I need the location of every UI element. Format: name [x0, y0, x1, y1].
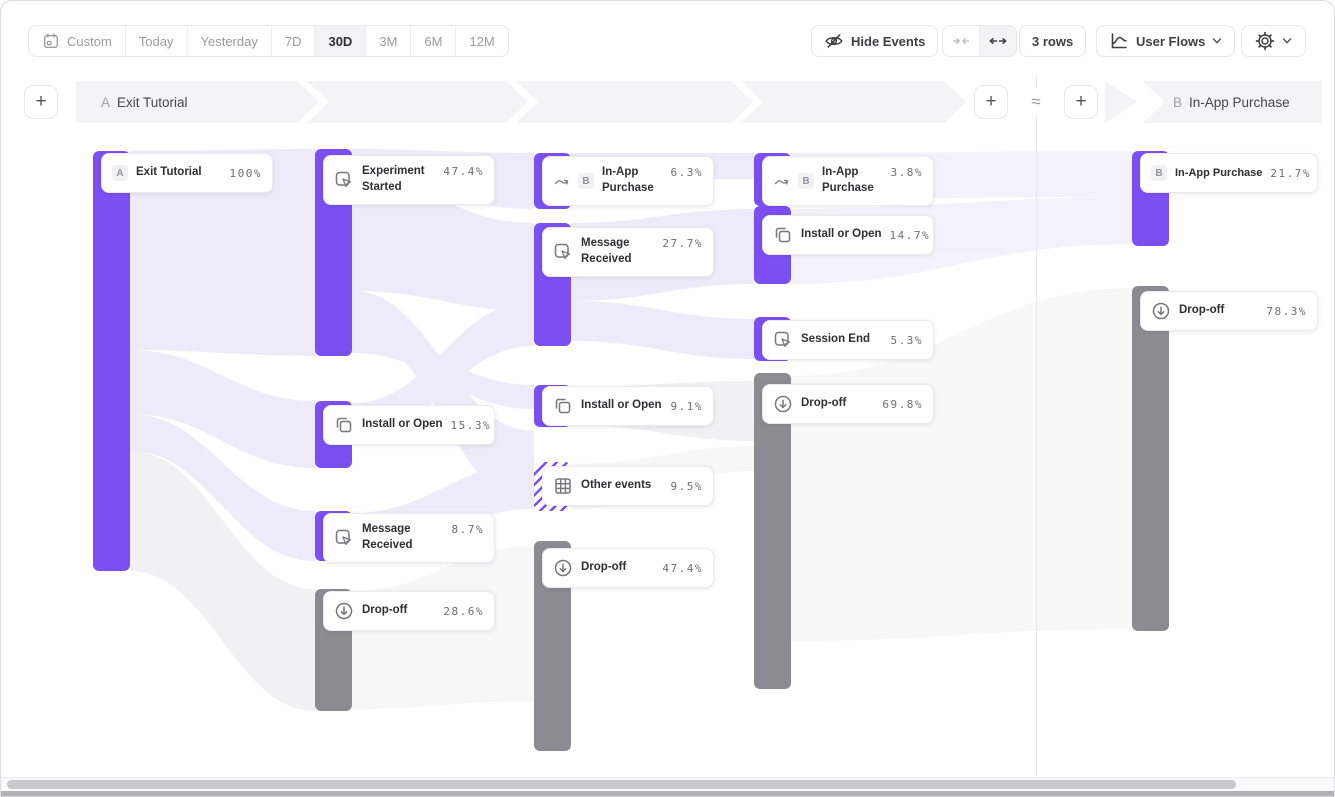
badge-b: B	[578, 173, 594, 189]
install-icon	[775, 227, 791, 243]
badge-a: A	[112, 165, 128, 181]
flow-node-drop-off[interactable]: Drop-off 28.6%	[323, 591, 495, 631]
drop-off-icon	[774, 395, 792, 413]
step-band-segment-4[interactable]	[741, 81, 966, 123]
flow-b-header: B In-App Purchase	[1173, 81, 1290, 123]
install-icon	[336, 417, 352, 433]
drop-off-icon	[1152, 302, 1170, 320]
flow-node-in-app-purchase-final[interactable]: B In-App Purchase 21.7%	[1140, 153, 1318, 193]
cursor-click-icon	[335, 529, 352, 546]
arrows-inward-icon	[953, 38, 969, 44]
calendar-icon	[43, 33, 59, 49]
rows-label: 3 rows	[1032, 33, 1074, 49]
date-range-12m[interactable]: 12M	[455, 26, 507, 56]
flow-node-install-or-open[interactable]: Install or Open 14.7%	[762, 215, 934, 255]
spacing-toggle	[942, 25, 1017, 57]
date-range-control: Custom Today Yesterday 7D 30D 3M 6M 12M	[28, 25, 509, 57]
install-icon	[555, 398, 571, 414]
step-band-segment-2[interactable]	[307, 81, 528, 123]
hide-events-button[interactable]: Hide Events	[811, 25, 939, 57]
add-step-before-button[interactable]: +	[24, 85, 58, 119]
drop-off-icon	[554, 559, 572, 577]
collapse-columns-button[interactable]	[943, 26, 979, 56]
flow-b-title: In-App Purchase	[1189, 94, 1290, 110]
flow-node-experiment-started[interactable]: Experiment Started 47.4%	[323, 155, 495, 205]
panel-divider	[1036, 76, 1037, 776]
flow-node-install-or-open[interactable]: Install or Open 15.3%	[323, 405, 495, 445]
flow-node-exit-tutorial[interactable]: A Exit Tutorial 100%	[101, 153, 273, 193]
date-range-7d[interactable]: 7D	[270, 26, 315, 56]
approx-icon: ≈	[1022, 88, 1050, 116]
view-selector-button[interactable]: User Flows	[1096, 25, 1236, 57]
date-range-today[interactable]: Today	[124, 26, 187, 56]
date-range-yesterday[interactable]: Yesterday	[186, 26, 271, 56]
flow-node-install-or-open[interactable]: Install or Open 9.1%	[542, 386, 714, 426]
settings-button[interactable]	[1241, 25, 1306, 57]
cursor-click-icon	[335, 171, 352, 188]
date-range-custom[interactable]: Custom	[29, 26, 125, 56]
cursor-click-icon	[554, 243, 571, 260]
step-band-segment-b[interactable]: B In-App Purchase	[1143, 81, 1322, 123]
step-band-segment-3[interactable]	[516, 81, 753, 123]
flow-node-drop-off-final[interactable]: Drop-off 78.3%	[1140, 291, 1318, 331]
horizontal-scrollbar-thumb[interactable]	[7, 780, 1236, 789]
flow-bar-drop-off[interactable]	[754, 373, 791, 689]
add-step-end-button[interactable]: +	[1064, 85, 1098, 119]
flow-node-message-received[interactable]: Message Received 27.7%	[542, 227, 714, 277]
flow-b-badge: B	[1173, 94, 1183, 110]
chevron-down-icon	[1213, 38, 1222, 44]
window-bottom-edge	[1, 791, 1334, 796]
cursor-click-icon	[774, 331, 791, 348]
flow-bar-drop-off-final[interactable]	[1132, 286, 1169, 631]
jump-icon	[554, 179, 569, 185]
flow-node-message-received[interactable]: Message Received 8.7%	[323, 513, 495, 563]
chevron-down-icon	[1282, 38, 1292, 44]
expand-columns-button[interactable]	[979, 26, 1016, 56]
flow-node-other-events[interactable]: Other events 9.5%	[542, 466, 714, 506]
view-selector-label: User Flows	[1136, 33, 1206, 49]
flow-a-title: Exit Tutorial	[117, 94, 188, 110]
date-range-6m[interactable]: 6M	[410, 26, 455, 56]
drop-off-icon	[335, 602, 353, 620]
rows-button[interactable]: 3 rows	[1019, 25, 1087, 57]
add-step-after-button[interactable]: +	[974, 85, 1008, 119]
flow-a-header: A Exit Tutorial	[101, 81, 188, 123]
flow-node-drop-off[interactable]: Drop-off 69.8%	[762, 384, 934, 424]
eye-off-icon	[825, 34, 843, 48]
date-range-3m[interactable]: 3M	[365, 26, 410, 56]
flow-node-in-app-purchase[interactable]: B In-App Purchase 3.8%	[762, 156, 934, 206]
gear-icon	[1255, 31, 1275, 51]
arrows-outward-icon	[989, 38, 1007, 44]
footer-divider	[1, 777, 1334, 778]
jump-icon	[774, 179, 789, 185]
user-flows-icon	[1111, 33, 1127, 49]
badge-b: B	[798, 173, 814, 189]
badge-b: B	[1151, 165, 1167, 181]
date-range-30d[interactable]: 30D	[314, 26, 366, 56]
flow-a-badge: A	[101, 94, 111, 110]
flow-node-drop-off[interactable]: Drop-off 47.4%	[542, 548, 714, 588]
hide-events-label: Hide Events	[851, 33, 926, 49]
grid-icon	[555, 478, 571, 494]
flow-bar-exit-tutorial[interactable]	[93, 151, 130, 571]
flow-node-in-app-purchase[interactable]: B In-App Purchase 6.3%	[542, 156, 714, 206]
step-band-segment-1[interactable]: A Exit Tutorial	[76, 81, 319, 123]
date-range-label: Custom	[67, 33, 112, 49]
flow-node-session-end[interactable]: Session End 5.3%	[762, 320, 934, 360]
